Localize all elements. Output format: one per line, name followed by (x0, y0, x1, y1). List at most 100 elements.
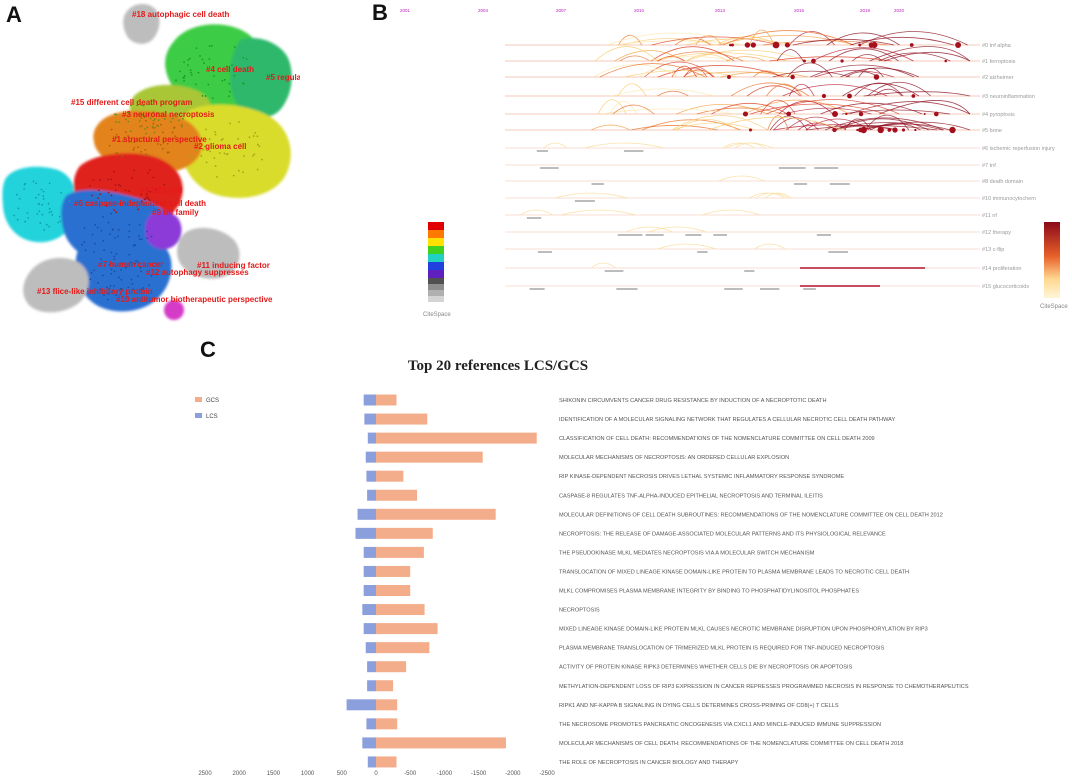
cluster-node (128, 253, 131, 256)
timeline-year: 2013 (715, 8, 726, 13)
cluster-node (154, 126, 157, 129)
cluster-node (35, 182, 38, 185)
cluster-label-12: #12 autophagy suppresses (146, 268, 249, 277)
cluster-node (183, 77, 185, 79)
citation-arc (858, 68, 884, 78)
reference-title: SHIKONIN CIRCUMVENTS CANCER DRUG RESISTA… (559, 398, 827, 404)
citation-arc (766, 83, 803, 97)
cluster-label-1: #1 structural perspective (112, 135, 207, 144)
reference-node (727, 75, 731, 79)
legend-swatch-gcs (195, 397, 202, 402)
cluster-node (243, 155, 245, 158)
x-tick-label: -1500 (471, 771, 487, 777)
lcs-bar (363, 623, 376, 635)
cluster-node (140, 150, 143, 153)
cluster-label-18: #18 autophagic cell death (132, 10, 229, 19)
legend-label-lcs: LCS (206, 414, 218, 420)
cluster-node (134, 244, 137, 247)
lcs-bar (363, 565, 376, 577)
cluster-node (143, 116, 146, 119)
chart-legend: GCS LCS (195, 397, 219, 420)
reference-title: CASPASE-8 REGULATES TNF-ALPHA-INDUCED EP… (559, 493, 823, 499)
citation-arc (772, 70, 851, 78)
cluster-node (195, 47, 198, 50)
cluster-node (252, 135, 255, 137)
x-tick-label: 2500 (198, 771, 212, 777)
cluster-node (214, 165, 217, 167)
cluster-node (45, 223, 48, 226)
cluster-node (202, 148, 205, 151)
cluster-node (50, 210, 53, 213)
cluster-node (237, 121, 240, 123)
gcs-bar (376, 432, 537, 444)
lcs-bar (367, 432, 376, 444)
gcs-bar (376, 737, 506, 749)
x-tick-label: 2000 (233, 771, 247, 777)
reference-label (617, 234, 631, 236)
reference-label (713, 234, 728, 236)
citation-arc (806, 125, 938, 131)
timeline-row-label: #4 pyroptosis (982, 112, 1015, 118)
cluster-label-0: #0 l929 cell (140, 186, 182, 195)
cluster-label-10: #10 antitumor biotherapeutic perspective (116, 295, 273, 304)
citation-arc (619, 55, 650, 62)
cluster-node (135, 137, 138, 140)
reference-title: RIP KINASE-DEPENDENT NECROSIS DRIVES LET… (559, 474, 844, 480)
gcs-bar (376, 661, 407, 673)
cluster-node (144, 198, 147, 200)
timeline-row-label: #3 neuroinflammation (982, 94, 1035, 100)
cluster-node (13, 214, 16, 217)
cluster-node (166, 151, 169, 154)
timeline-row-label: #2 alzheimer (982, 75, 1014, 81)
citation-arc (597, 99, 627, 115)
cluster-node (208, 58, 211, 61)
timeline-row-label: #7 tnf (982, 163, 996, 169)
cluster-node (114, 121, 117, 123)
cluster-node (126, 111, 129, 114)
citation-arc (864, 114, 910, 131)
reference-node (868, 42, 875, 48)
cluster-node (120, 269, 122, 271)
citation-arc (824, 117, 944, 131)
cluster-node (145, 153, 148, 156)
citation-arc (812, 47, 914, 62)
cluster-node (109, 233, 111, 236)
cluster-node (90, 271, 93, 274)
reference-label (829, 183, 850, 185)
cluster-node (175, 79, 177, 82)
cluster-node (130, 278, 133, 281)
cluster-node (203, 62, 205, 64)
cluster-node (138, 238, 141, 240)
cluster-node (15, 193, 18, 196)
cluster-node (148, 169, 151, 171)
cluster-node (100, 229, 103, 232)
citation-arc (584, 142, 664, 149)
cluster-node (150, 274, 153, 277)
cluster-node (124, 189, 127, 192)
cluster-node (48, 211, 51, 214)
cluster-node (157, 112, 159, 114)
cluster-node (209, 150, 211, 153)
cluster-node (129, 261, 132, 264)
citation-arc (786, 116, 847, 131)
citation-arc (684, 38, 793, 46)
reference-label (744, 270, 755, 272)
citation-arc (671, 115, 768, 131)
cluster-node (174, 135, 177, 138)
cluster-node (42, 195, 45, 197)
x-tick-label: 0 (374, 771, 378, 777)
x-tick-label: -1000 (437, 771, 453, 777)
cluster-node (16, 218, 19, 221)
reference-node (730, 43, 734, 47)
cluster-node (131, 177, 133, 180)
citation-arc (657, 90, 689, 97)
cluster-node (83, 241, 86, 244)
citation-arc (716, 36, 779, 46)
cluster-node (213, 157, 216, 159)
reference-title: THE NECROSOME PROMOTES PANCREATIC ONCOGE… (559, 722, 881, 728)
cluster-label-6: #6 caspase-independent cell death (74, 199, 206, 208)
reference-node (873, 74, 880, 80)
lcs-bar (365, 451, 376, 463)
citation-arc (878, 52, 951, 62)
cluster-node (47, 202, 50, 205)
